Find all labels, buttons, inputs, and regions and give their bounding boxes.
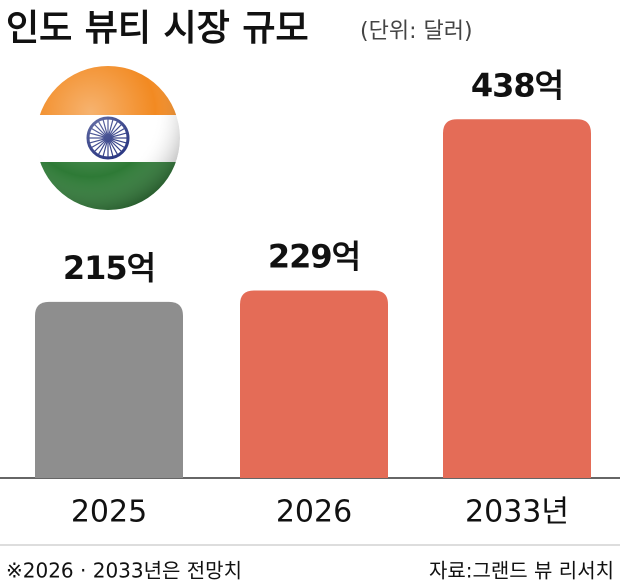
x-tick-label: 2025 (71, 495, 147, 530)
value-label: 229억 (268, 237, 360, 275)
chart-subtitle: (단위: 달러) (360, 19, 473, 44)
value-label: 215억 (63, 249, 155, 287)
bar (35, 301, 183, 478)
footnote: ※2026 · 2033년은 전망치 (6, 559, 242, 583)
x-tick-label: 2033년 (465, 495, 569, 530)
india-flag (36, 66, 180, 210)
source: 자료:그랜드 뷰 리서치 (429, 559, 614, 583)
chart-title: 인도 뷰티 시장 규모 (6, 8, 309, 49)
bar (443, 119, 591, 478)
value-label: 438억 (471, 66, 563, 104)
x-tick-label: 2026 (276, 495, 352, 530)
bar (240, 290, 388, 478)
